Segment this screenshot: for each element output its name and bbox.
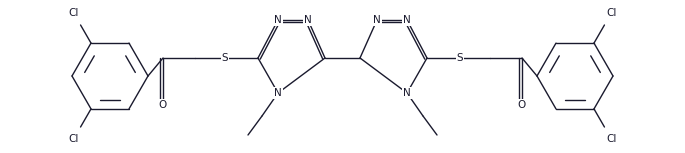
Text: S: S — [457, 53, 463, 63]
Text: N: N — [304, 15, 312, 25]
Text: N: N — [274, 88, 282, 98]
Text: O: O — [518, 100, 526, 110]
Text: N: N — [403, 88, 411, 98]
Text: Cl: Cl — [606, 134, 616, 144]
Text: O: O — [159, 100, 167, 110]
Text: N: N — [373, 15, 381, 25]
Text: Cl: Cl — [606, 8, 616, 19]
Text: S: S — [222, 53, 228, 63]
Text: Cl: Cl — [68, 8, 79, 19]
Text: N: N — [274, 15, 282, 25]
Text: N: N — [403, 15, 411, 25]
Text: Cl: Cl — [68, 134, 79, 144]
